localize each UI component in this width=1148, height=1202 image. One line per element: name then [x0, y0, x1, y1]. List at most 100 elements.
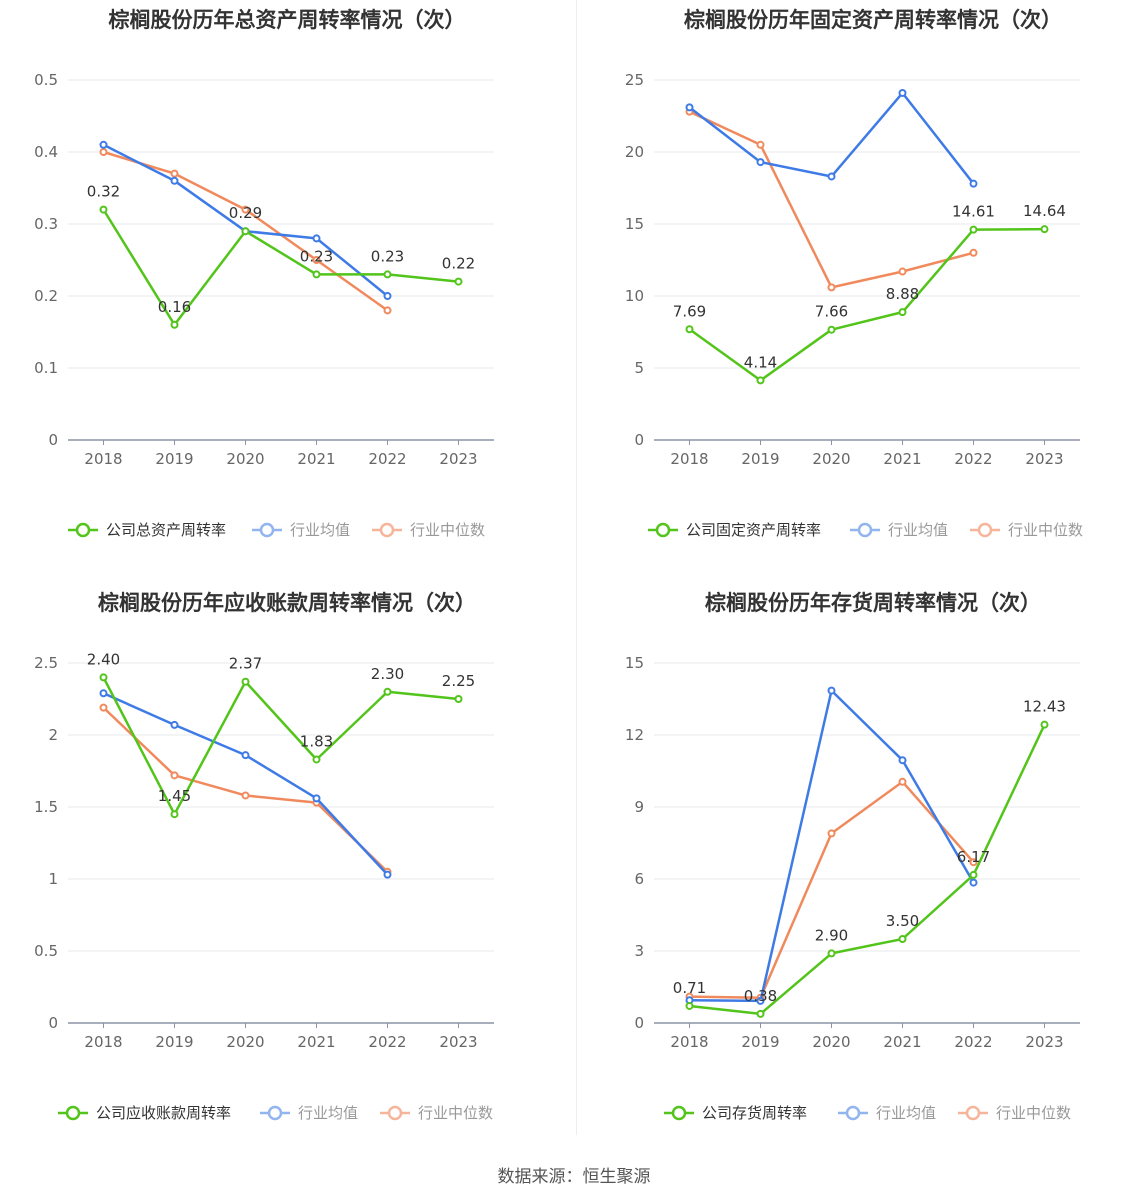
legend-marker: [671, 1105, 687, 1121]
series-line: [102, 692, 389, 876]
series-line: [102, 208, 459, 327]
x-tick-label: 2019: [741, 450, 779, 468]
data-point: [1040, 720, 1049, 729]
legend-label: 公司固定资产周转率: [686, 521, 821, 539]
gridlines: [68, 662, 494, 952]
data-point: [383, 870, 392, 879]
y-tick-label: 15: [625, 654, 644, 672]
x-tick-label: 2023: [1025, 1033, 1063, 1051]
y-tick-label: 0.5: [34, 71, 58, 89]
data-point: [383, 306, 392, 315]
legend-marker: [845, 1105, 861, 1121]
y-tick-label: 0: [634, 1014, 644, 1032]
legend-marker: [75, 522, 91, 538]
x-tick-label: 2020: [812, 450, 850, 468]
series-2: [99, 148, 392, 315]
y-tick-label: 20: [625, 143, 644, 161]
x-tick-label: 2021: [883, 1033, 921, 1051]
data-point: [170, 320, 179, 329]
data-point: [383, 292, 392, 300]
data-point: [312, 270, 321, 279]
data-point: [898, 935, 907, 943]
series-2: [685, 777, 978, 1002]
y-tick-label: 0.5: [34, 942, 58, 960]
x-tick-label: 2022: [368, 450, 406, 468]
data-point: [312, 794, 321, 803]
legend-label: 公司应收账款周转率: [96, 1104, 231, 1122]
y-tick-label: 0.3: [34, 215, 58, 233]
x-tick-label: 2018: [84, 1033, 122, 1051]
data-label: 2.30: [371, 665, 404, 683]
data-point: [241, 205, 250, 214]
series-line: [688, 227, 1045, 382]
series-line: [689, 724, 1046, 1016]
legend-label: 行业中位数: [418, 1104, 493, 1122]
data-point: [312, 234, 321, 243]
legend-label: 公司存货周转率: [702, 1104, 807, 1122]
y-tick-label: 0.4: [34, 143, 58, 161]
data-point: [969, 870, 978, 879]
series-line: [688, 110, 974, 289]
data-label: 0.38: [744, 987, 777, 1005]
legend-marker: [965, 1105, 981, 1121]
data-point: [170, 176, 179, 185]
data-point: [312, 755, 321, 764]
data-label: 2.25: [442, 672, 475, 690]
y-tick-label: 0: [634, 431, 644, 449]
x-tick-label: 2020: [226, 450, 264, 468]
x-tick-label: 2023: [1025, 450, 1063, 468]
y-tick-label: 0.1: [34, 359, 58, 377]
data-point: [898, 777, 907, 786]
y-tick-label: 10: [625, 287, 644, 305]
x-tick-label: 2021: [297, 450, 335, 468]
data-point: [685, 325, 694, 334]
legend-marker: [65, 1105, 81, 1121]
data-point: [170, 771, 179, 780]
legend-marker: [387, 1105, 403, 1121]
legend-item: 行业中位数: [970, 521, 1083, 539]
y-tick-label: 6: [634, 870, 644, 888]
gridlines: [654, 662, 1080, 952]
data-point: [685, 1001, 694, 1010]
data-point: [1040, 225, 1049, 234]
data-point: [99, 673, 108, 682]
chart-title: 棕榈股份历年应收账款周转率情况（次）: [98, 591, 476, 615]
data-point: [898, 88, 907, 97]
series-line: [689, 780, 975, 1000]
data-point: [170, 169, 179, 178]
x-tick-label: 2022: [368, 1033, 406, 1051]
data-point: [827, 283, 836, 292]
y-tick-label: 12: [625, 726, 644, 744]
panel-divider: [576, 0, 577, 1135]
data-point: [898, 756, 907, 765]
data-point: [383, 270, 392, 279]
data-label: 14.61: [952, 203, 995, 221]
data-point: [969, 878, 978, 887]
legend-marker: [379, 522, 395, 538]
data-label: 6.17: [957, 848, 990, 866]
data-label: 2.40: [87, 650, 120, 668]
y-tick-label: 1: [48, 870, 58, 888]
data-point: [756, 140, 765, 149]
x-tick-label: 2018: [84, 450, 122, 468]
chart-title: 棕榈股份历年存货周转率情况（次）: [705, 591, 1041, 615]
data-label: 0.23: [371, 247, 404, 265]
y-tick-label: 0.2: [34, 287, 58, 305]
x-tick-label: 2018: [670, 450, 708, 468]
data-point: [969, 248, 978, 257]
legend-label: 行业中位数: [410, 521, 485, 539]
x-tick-label: 2019: [741, 1033, 779, 1051]
series-0: [685, 720, 1049, 1018]
legend-item: 行业均值: [838, 1104, 936, 1122]
legend-item: 行业中位数: [380, 1104, 493, 1122]
data-label: 12.43: [1023, 698, 1066, 716]
data-label: 0.23: [300, 247, 333, 265]
legend-label: 行业均值: [876, 1104, 936, 1122]
data-point: [241, 227, 250, 236]
legend-item: 公司应收账款周转率: [58, 1104, 231, 1122]
legend-label: 行业中位数: [1008, 521, 1083, 539]
data-point: [241, 751, 250, 760]
chart-panel-receivables: 棕榈股份历年应收账款周转率情况（次） 0 0.5 1 1.5 2 2.5 2018 2019 2…: [0, 583, 574, 1166]
data-label: 14.64: [1023, 202, 1066, 220]
legend-item: 行业中位数: [372, 521, 485, 539]
